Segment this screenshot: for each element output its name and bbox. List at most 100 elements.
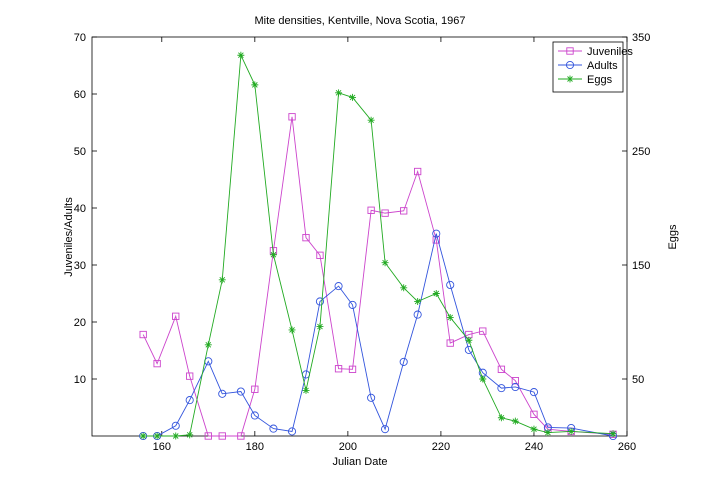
data-point-adults	[185, 396, 194, 405]
legend-label: Juveniles	[587, 46, 633, 58]
legend-box	[552, 41, 624, 93]
data-point-adults	[367, 393, 376, 402]
series-line-juveniles	[142, 116, 614, 437]
data-point-juveniles	[381, 209, 389, 217]
data-point-adults	[236, 387, 245, 396]
data-point-adults	[432, 229, 441, 238]
y-tick-label-left: 60	[74, 89, 86, 101]
data-point-eggs	[414, 297, 422, 305]
data-point-eggs	[269, 251, 277, 259]
data-point-adults	[511, 382, 520, 392]
data-point-eggs	[288, 326, 296, 334]
data-point-juveniles	[414, 167, 422, 176]
data-point-eggs	[479, 375, 487, 383]
data-point-juveniles	[288, 113, 296, 121]
data-point-juveniles	[218, 432, 226, 440]
data-point-adults	[334, 282, 343, 291]
data-point-eggs	[302, 386, 310, 394]
data-point-juveniles	[511, 377, 519, 385]
x-tick-label: 260	[618, 441, 636, 453]
data-point-juveniles	[334, 365, 343, 373]
chart-title: Mite densities, Kentville, Nova Scotia, …	[255, 15, 466, 27]
data-point-eggs	[609, 430, 617, 438]
data-point-eggs	[400, 284, 408, 292]
y-axis-label-left: Juveniles/Adults	[63, 197, 75, 277]
data-point-eggs	[237, 51, 245, 59]
data-point-juveniles	[316, 251, 324, 259]
data-point-eggs	[139, 432, 147, 440]
data-point-eggs	[316, 323, 324, 331]
data-point-adults	[171, 421, 180, 430]
legend-entry-adults: Adults	[558, 60, 618, 72]
y-tick-label-left: 20	[74, 317, 86, 329]
data-point-eggs	[530, 425, 538, 433]
y-tick-label-right: 250	[632, 146, 650, 158]
data-point-juveniles	[497, 365, 506, 373]
legend-marker	[565, 60, 575, 70]
legend-entry-juveniles: Juveniles	[558, 46, 633, 58]
data-point-eggs	[153, 432, 161, 440]
data-point-eggs	[446, 313, 454, 321]
y-tick-label-left: 50	[74, 146, 86, 158]
data-point-juveniles	[251, 385, 259, 393]
data-point-adults	[446, 280, 455, 290]
data-point-eggs	[204, 341, 212, 349]
data-point-adults	[529, 388, 539, 397]
series-eggs	[139, 51, 617, 440]
legend-label: Eggs	[587, 74, 613, 86]
data-point-eggs	[251, 81, 259, 89]
data-point-juveniles	[153, 359, 161, 368]
data-point-eggs	[218, 276, 226, 284]
data-point-adults	[399, 357, 408, 366]
x-tick-label: 220	[432, 441, 450, 453]
data-point-adults	[269, 424, 278, 433]
data-point-eggs	[432, 290, 440, 297]
data-point-eggs	[567, 427, 575, 435]
x-tick-label: 240	[525, 441, 543, 453]
data-point-adults	[413, 310, 422, 319]
data-point-adults	[287, 427, 297, 436]
data-point-juveniles	[530, 410, 538, 418]
legend-marker	[566, 47, 574, 55]
y-tick-label-left: 30	[74, 260, 86, 272]
data-point-juveniles	[302, 233, 310, 242]
data-point-juveniles	[432, 236, 440, 244]
data-point-eggs	[497, 414, 505, 422]
series-line-eggs	[143, 53, 614, 437]
x-tick-label: 160	[153, 441, 171, 453]
y-tick-label-right: 150	[632, 260, 650, 272]
data-point-juveniles	[139, 330, 147, 339]
series-line-adults	[143, 233, 614, 437]
data-point-juveniles	[479, 327, 487, 335]
y-axis-label-right: Eggs	[667, 224, 679, 250]
data-point-adults	[250, 411, 259, 420]
legend-label: Adults	[587, 60, 618, 72]
data-point-juveniles	[367, 206, 375, 214]
data-point-juveniles	[400, 207, 408, 215]
data-point-adults	[497, 384, 506, 393]
y-tick-label-right: 50	[632, 374, 644, 386]
data-point-eggs	[381, 259, 389, 267]
legend-marker	[566, 75, 574, 83]
y-tick-label-left: 10	[74, 374, 86, 386]
series-adults	[139, 229, 618, 441]
data-point-adults	[315, 297, 325, 306]
data-point-eggs	[367, 116, 375, 124]
legend-entry-eggs: Eggs	[558, 74, 613, 86]
data-point-eggs	[172, 432, 180, 440]
y-tick-label-left: 40	[74, 203, 86, 215]
x-tick-label: 180	[246, 441, 264, 453]
y-tick-label-left: 70	[74, 32, 86, 44]
data-point-juveniles	[348, 365, 357, 373]
x-axis-label: Julian Date	[332, 456, 387, 468]
x-tick-label: 200	[339, 441, 357, 453]
data-point-adults	[218, 389, 227, 398]
data-point-eggs	[335, 89, 343, 97]
data-point-eggs	[186, 431, 194, 439]
data-point-juveniles	[446, 339, 454, 347]
data-point-adults	[381, 425, 390, 434]
data-point-juveniles	[237, 432, 245, 440]
data-point-eggs	[465, 336, 473, 344]
data-point-juveniles	[172, 312, 180, 320]
